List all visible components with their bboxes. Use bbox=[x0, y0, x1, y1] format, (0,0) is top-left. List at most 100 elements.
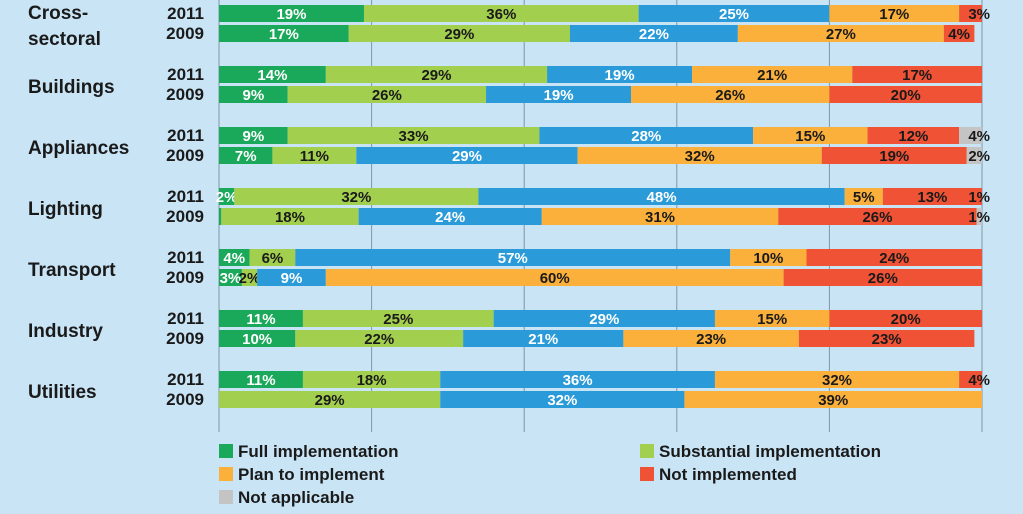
data-label: 60% bbox=[540, 270, 570, 287]
data-label: 14% bbox=[257, 67, 287, 84]
bar-segment-substantial bbox=[272, 147, 357, 164]
year-label: 2011 bbox=[167, 309, 204, 328]
data-label: 9% bbox=[242, 128, 264, 145]
bar-segment-substantial bbox=[302, 371, 441, 388]
data-label: 1% bbox=[968, 209, 990, 226]
data-label: 11% bbox=[246, 311, 275, 328]
data-label: 26% bbox=[372, 87, 402, 104]
data-label: 19% bbox=[276, 6, 306, 23]
data-label: 11% bbox=[300, 148, 329, 165]
bar-segment-in_progress bbox=[295, 249, 731, 266]
data-label: 9% bbox=[281, 270, 303, 287]
bar-segment-full bbox=[219, 5, 364, 22]
data-label: 12% bbox=[898, 128, 928, 145]
data-label: 10% bbox=[242, 331, 272, 348]
bar-segment-substantial bbox=[295, 330, 464, 347]
data-label: 20% bbox=[891, 87, 921, 104]
bar-segment-not bbox=[829, 86, 982, 103]
bar-segment-substantial bbox=[219, 391, 441, 408]
data-label: 26% bbox=[862, 209, 892, 226]
legend-swatch-not bbox=[640, 467, 654, 481]
year-label: 2009 bbox=[166, 329, 204, 348]
bar-segment-in_progress bbox=[463, 330, 624, 347]
data-label: 39% bbox=[818, 392, 848, 409]
bar-segment-not bbox=[867, 127, 960, 144]
sector-label: Transport bbox=[28, 260, 116, 281]
bar-segment-full bbox=[219, 330, 296, 347]
data-label: 21% bbox=[757, 67, 787, 84]
bar-segment-substantial bbox=[221, 208, 359, 225]
bar-segment-in_progress bbox=[638, 5, 830, 22]
data-label: 22% bbox=[639, 26, 669, 43]
year-label: 2011 bbox=[167, 370, 204, 389]
bar-segment-full bbox=[219, 249, 250, 266]
year-label: 2009 bbox=[166, 24, 204, 43]
data-label: 29% bbox=[452, 148, 482, 165]
data-label: 2% bbox=[239, 270, 261, 287]
bar-segment-substantial bbox=[287, 127, 540, 144]
legend-swatch-full bbox=[219, 444, 233, 458]
data-label: 31% bbox=[645, 209, 675, 226]
data-label: 32% bbox=[685, 148, 715, 165]
bar-segment-plan bbox=[714, 310, 830, 327]
bar-segment-not bbox=[959, 371, 982, 388]
data-label: 24% bbox=[435, 209, 465, 226]
bar-segment-plan bbox=[737, 25, 944, 42]
legend-label: Not implemented bbox=[659, 465, 797, 484]
data-label: 17% bbox=[879, 6, 909, 23]
bar-segment-plan bbox=[325, 269, 784, 286]
data-label: 10% bbox=[753, 250, 783, 267]
bar-segment-in_progress bbox=[493, 310, 715, 327]
data-label: 11% bbox=[246, 372, 275, 389]
data-label: 18% bbox=[357, 372, 387, 389]
data-label: 2% bbox=[216, 189, 238, 206]
data-label: 22% bbox=[364, 331, 394, 348]
bar-segment-plan bbox=[692, 66, 853, 83]
sector-label: sectoral bbox=[28, 29, 101, 50]
sector-label: Buildings bbox=[28, 77, 115, 98]
bar-segment-plan bbox=[844, 188, 883, 205]
year-label: 2011 bbox=[167, 248, 204, 267]
data-label: 3% bbox=[968, 6, 990, 23]
data-label: 15% bbox=[795, 128, 825, 145]
bar-segment-plan bbox=[684, 391, 982, 408]
bar-segment-in_progress bbox=[257, 269, 326, 286]
bar-segment-full bbox=[219, 208, 222, 225]
data-label: 17% bbox=[902, 67, 932, 84]
legend-label: Plan to implement bbox=[238, 465, 385, 484]
data-label: 48% bbox=[647, 189, 677, 206]
bar-segment-in_progress bbox=[539, 127, 754, 144]
bar-segment-na bbox=[959, 127, 982, 144]
bar-segment-not bbox=[882, 188, 982, 205]
bar-segment-substantial bbox=[287, 86, 487, 103]
data-label: 19% bbox=[544, 87, 574, 104]
sector-label: Appliances bbox=[28, 138, 129, 159]
data-label: 26% bbox=[868, 270, 898, 287]
bar-segment-plan bbox=[623, 330, 799, 347]
year-label: 2009 bbox=[166, 146, 204, 165]
bar-segment-plan bbox=[753, 127, 868, 144]
sector-label: Industry bbox=[28, 321, 103, 342]
bar-segment-substantial bbox=[302, 310, 494, 327]
bar-segment-na bbox=[966, 147, 982, 164]
sector-label: Utilities bbox=[28, 382, 97, 403]
data-label: 32% bbox=[547, 392, 577, 409]
bar-segment-not bbox=[943, 25, 975, 42]
data-label: 36% bbox=[563, 372, 593, 389]
year-label: 2011 bbox=[167, 187, 204, 206]
bar-segment-substantial bbox=[363, 5, 639, 22]
data-label: 24% bbox=[879, 250, 909, 267]
bar-segment-full bbox=[219, 66, 326, 83]
bar-segment-in_progress bbox=[440, 371, 715, 388]
data-label: 33% bbox=[399, 128, 429, 145]
bar-segment-not bbox=[852, 66, 982, 83]
bar-segment-in_progress bbox=[478, 188, 845, 205]
bar-segment-plan bbox=[730, 249, 807, 266]
legend-swatch-plan bbox=[219, 467, 233, 481]
data-label: 5% bbox=[853, 189, 875, 206]
bar-segment-substantial bbox=[249, 249, 296, 266]
legend-label: Substantial implementation bbox=[659, 442, 881, 461]
bar-segment-full bbox=[219, 127, 288, 144]
data-label: 1% bbox=[968, 189, 990, 206]
